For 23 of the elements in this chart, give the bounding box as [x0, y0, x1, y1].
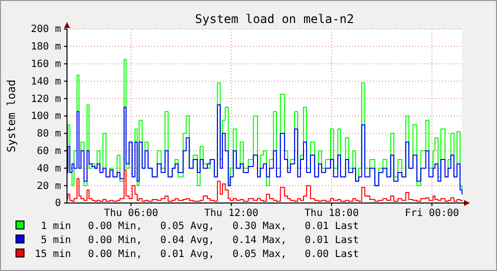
y-tick-label: 180 m: [30, 42, 61, 53]
text: 0.00 Min, 0.04 Avg, 0.14 Max, 0.01 Last: [88, 235, 359, 246]
y-tick-label: 40 m: [36, 163, 61, 174]
y-tick-label: 120 m: [30, 94, 61, 105]
x-tick-label: Thu 12:00: [204, 208, 258, 220]
text: 0.00 Min, 0.01 Avg, 0.05 Max, 0.00 Last: [88, 249, 359, 260]
y-tick-label: 20 m: [36, 180, 61, 192]
y-tick-label: 140 m: [30, 76, 61, 88]
text: 0.00 Min, 0.05 Avg, 0.30 Max, 0.01 Last: [88, 221, 359, 232]
x-tick-label: Thu 06:00: [104, 208, 158, 220]
y-tick-label: 100 m: [30, 111, 61, 122]
y-tick-label: 0: [54, 198, 61, 210]
x-tick-label: Fri 00:00: [404, 208, 460, 220]
y-tick-label: 80 m: [36, 128, 61, 140]
legend-label: 15 min: [34, 249, 71, 260]
legend-label: 5 min: [40, 235, 71, 246]
chart-title: System load on mela-n2: [195, 12, 354, 26]
y-axis-title: System load: [5, 80, 18, 152]
legend-label: 1 min: [40, 221, 71, 232]
y-tick-label: 60 m: [36, 146, 61, 157]
x-tick-label: Thu 18:00: [304, 208, 359, 220]
y-tick-label: 160 m: [30, 59, 61, 70]
y-tick-label: 200 m: [30, 24, 61, 36]
